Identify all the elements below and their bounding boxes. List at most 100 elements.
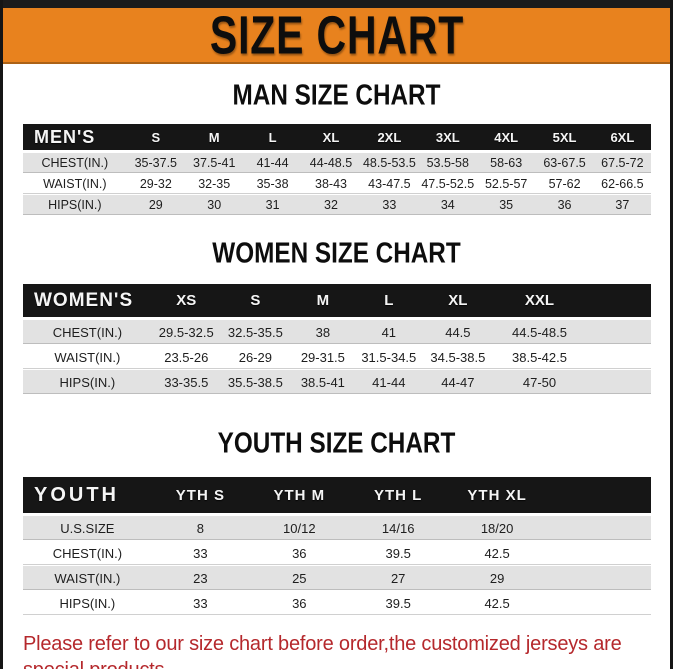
page-title: SIZE CHART bbox=[209, 4, 464, 66]
table-row: HIPS(IN.) 33 36 39.5 42.5 bbox=[23, 591, 651, 616]
table-row: WAIST(IN.) 23 25 27 29 bbox=[23, 566, 651, 591]
table-header-row: WOMEN'S XS S M L XL XXL bbox=[23, 284, 651, 320]
spacer-column-header bbox=[547, 477, 651, 516]
table-corner-label: WOMEN'S bbox=[23, 284, 152, 320]
measure-value-cell: 57-62 bbox=[535, 174, 594, 195]
measure-value-cell: 44-48.5 bbox=[301, 153, 361, 174]
measure-value-cell: 35-38 bbox=[243, 174, 302, 195]
measure-value-cell: 38.5-42.5 bbox=[493, 345, 586, 370]
measure-value-cell: 26-29 bbox=[220, 345, 290, 370]
spacer-cell bbox=[585, 320, 651, 345]
table-row: U.S.SIZE 8 10/12 14/16 18/20 bbox=[23, 516, 651, 541]
measure-label-cell: HIPS(IN.) bbox=[23, 591, 152, 616]
table-row: CHEST(IN.) 33 36 39.5 42.5 bbox=[23, 541, 651, 566]
size-column-header: M bbox=[289, 284, 356, 320]
measure-label-cell: CHEST(IN.) bbox=[23, 320, 152, 345]
measure-value-cell: 44-47 bbox=[421, 370, 494, 395]
measure-label-cell: WAIST(IN.) bbox=[23, 174, 127, 195]
measure-value-cell: 32.5-35.5 bbox=[220, 320, 290, 345]
measure-label-cell: WAIST(IN.) bbox=[23, 566, 152, 591]
size-column-header: XL bbox=[421, 284, 494, 320]
measure-value-cell: 29-31.5 bbox=[289, 345, 356, 370]
women-section-heading: WOMEN SIZE CHART bbox=[212, 237, 461, 269]
size-column-header: XS bbox=[151, 284, 221, 320]
measure-value-cell: 34.5-38.5 bbox=[421, 345, 494, 370]
table-row: WAIST(IN.) 29-32 32-35 35-38 38-43 43-47.5 47.… bbox=[23, 174, 651, 195]
measure-value-cell: 25 bbox=[249, 566, 350, 591]
spacer-cell bbox=[585, 370, 651, 395]
size-column-header: L bbox=[243, 124, 302, 153]
size-column-header: 4XL bbox=[476, 124, 536, 153]
measure-value-cell: 41 bbox=[355, 320, 422, 345]
measure-value-cell: 29.5-32.5 bbox=[151, 320, 221, 345]
size-column-header: 6XL bbox=[593, 124, 651, 153]
measure-value-cell: 39.5 bbox=[349, 591, 447, 616]
table-header-row: YOUTH YTH S YTH M YTH L YTH XL bbox=[23, 477, 651, 516]
measure-value-cell: 62-66.5 bbox=[593, 174, 651, 195]
measure-value-cell: 36 bbox=[535, 195, 594, 216]
measure-value-cell: 38-43 bbox=[301, 174, 361, 195]
measure-value-cell: 33 bbox=[151, 541, 250, 566]
measure-value-cell: 36 bbox=[249, 541, 350, 566]
measure-value-cell: 58-63 bbox=[476, 153, 536, 174]
measure-value-cell: 63-67.5 bbox=[535, 153, 594, 174]
measure-value-cell: 23.5-26 bbox=[151, 345, 221, 370]
size-column-header: 3XL bbox=[418, 124, 477, 153]
measure-value-cell: 67.5-72 bbox=[593, 153, 651, 174]
table-header-row: MEN'S S M L XL 2XL 3XL 4XL 5XL 6XL bbox=[23, 124, 651, 153]
measure-value-cell: 53.5-58 bbox=[418, 153, 477, 174]
women-size-section: WOMEN SIZE CHART WOMEN'S XS S M L XL XXL CHEST(… bbox=[3, 237, 670, 395]
measure-value-cell: 44.5 bbox=[421, 320, 494, 345]
size-column-header: XL bbox=[301, 124, 361, 153]
youth-size-table: YOUTH YTH S YTH M YTH L YTH XL U.S.SIZE 8 10/12… bbox=[23, 477, 651, 616]
measure-value-cell: 30 bbox=[185, 195, 244, 216]
measure-value-cell: 35-37.5 bbox=[126, 153, 186, 174]
measure-value-cell: 31.5-34.5 bbox=[355, 345, 422, 370]
measure-value-cell: 47.5-52.5 bbox=[418, 174, 477, 195]
measure-value-cell: 38 bbox=[289, 320, 356, 345]
measure-value-cell: 10/12 bbox=[249, 516, 350, 541]
spacer-cell bbox=[585, 345, 651, 370]
size-column-header: YTH S bbox=[151, 477, 250, 516]
measure-value-cell: 44.5-48.5 bbox=[493, 320, 586, 345]
youth-section-heading: YOUTH SIZE CHART bbox=[217, 427, 456, 459]
men-size-section: MAN SIZE CHART MEN'S S M L XL 2XL 3XL 4XL 5XL 6XL… bbox=[3, 79, 670, 216]
measure-value-cell: 33 bbox=[360, 195, 419, 216]
spacer-cell bbox=[547, 591, 651, 616]
size-column-header: XXL bbox=[493, 284, 586, 320]
measure-value-cell: 48.5-53.5 bbox=[360, 153, 419, 174]
men-size-table: MEN'S S M L XL 2XL 3XL 4XL 5XL 6XL CHEST(IN.) 35-37… bbox=[23, 124, 651, 216]
measure-value-cell: 23 bbox=[151, 566, 250, 591]
measure-value-cell: 41-44 bbox=[355, 370, 422, 395]
table-corner-label: YOUTH bbox=[23, 477, 152, 516]
measure-value-cell: 35 bbox=[476, 195, 536, 216]
table-row: HIPS(IN.) 33-35.5 35.5-38.5 38.5-41 41-44 44-… bbox=[23, 370, 651, 395]
measure-value-cell: 43-47.5 bbox=[360, 174, 419, 195]
youth-size-section: YOUTH SIZE CHART YOUTH YTH S YTH M YTH L YTH… bbox=[3, 427, 670, 616]
measure-value-cell: 32-35 bbox=[185, 174, 244, 195]
measure-value-cell: 34 bbox=[418, 195, 477, 216]
size-column-header: YTH M bbox=[249, 477, 350, 516]
size-column-header: YTH L bbox=[349, 477, 447, 516]
women-size-table: WOMEN'S XS S M L XL XXL CHEST(IN.) 29.5-32.5 32.5… bbox=[23, 284, 651, 395]
measure-value-cell: 42.5 bbox=[446, 591, 548, 616]
spacer-cell bbox=[547, 541, 651, 566]
measure-value-cell: 18/20 bbox=[446, 516, 548, 541]
size-column-header: YTH XL bbox=[446, 477, 548, 516]
size-column-header: M bbox=[185, 124, 244, 153]
title-banner: SIZE CHART bbox=[3, 4, 670, 66]
measure-value-cell: 39.5 bbox=[349, 541, 447, 566]
measure-value-cell: 29 bbox=[126, 195, 186, 216]
measure-label-cell: CHEST(IN.) bbox=[23, 153, 127, 174]
table-row: CHEST(IN.) 29.5-32.5 32.5-35.5 38 41 44.5 44.5… bbox=[23, 320, 651, 345]
measure-value-cell: 36 bbox=[249, 591, 350, 616]
measure-value-cell: 35.5-38.5 bbox=[220, 370, 290, 395]
measure-label-cell: WAIST(IN.) bbox=[23, 345, 152, 370]
measure-label-cell: CHEST(IN.) bbox=[23, 541, 152, 566]
measure-value-cell: 42.5 bbox=[446, 541, 548, 566]
measure-value-cell: 52.5-57 bbox=[476, 174, 536, 195]
order-policy-note: Please refer to our size chart before or… bbox=[23, 631, 670, 669]
measure-value-cell: 37 bbox=[593, 195, 651, 216]
table-row: WAIST(IN.) 23.5-26 26-29 29-31.5 31.5-34.5 34… bbox=[23, 345, 651, 370]
